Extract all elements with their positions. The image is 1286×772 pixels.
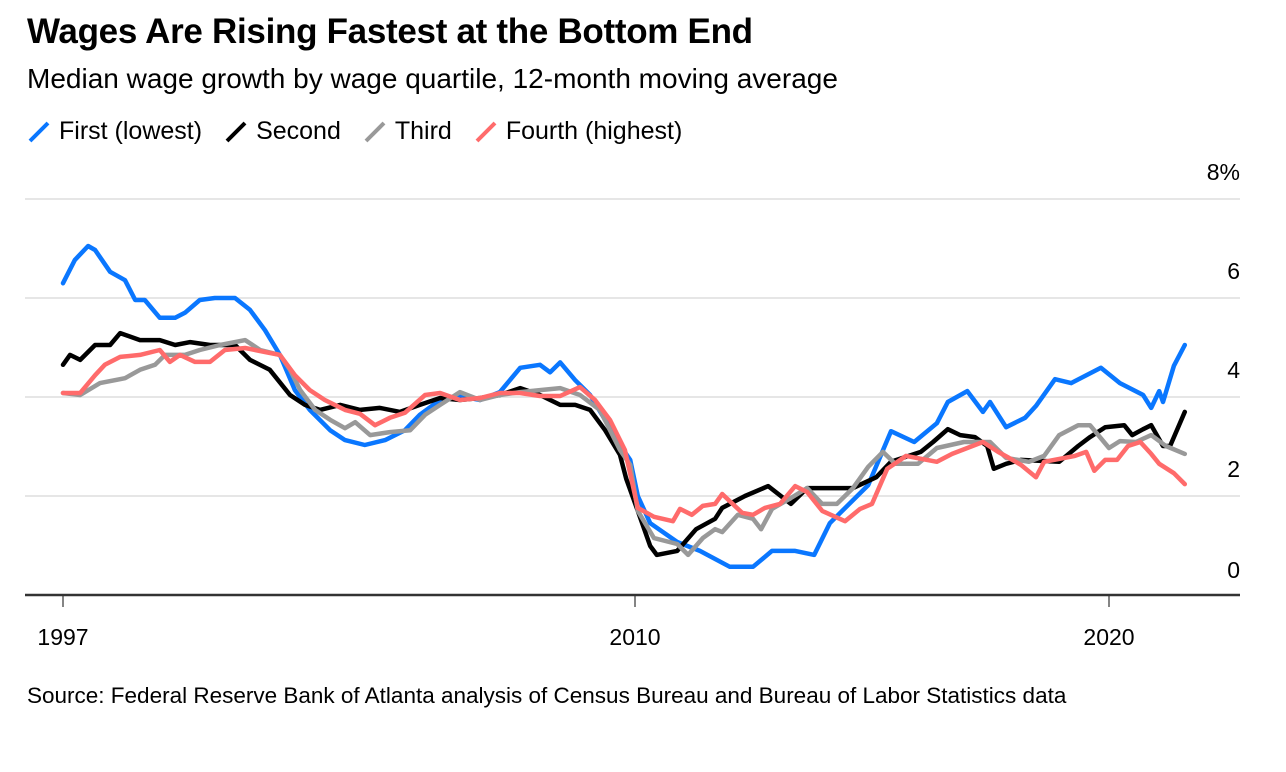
legend-label: Second	[256, 117, 341, 145]
series-line-fourth	[60, 345, 1188, 524]
chart-title: Wages Are Rising Fastest at the Bottom E…	[27, 12, 753, 51]
y-tick-label: 4	[1227, 357, 1240, 383]
legend-swatch-icon	[225, 121, 247, 142]
y-tick-label: 2	[1227, 456, 1240, 482]
legend-swatch-icon	[364, 121, 386, 142]
x-tick-label: 2020	[1083, 624, 1134, 650]
y-tick-label: 6	[1227, 258, 1240, 284]
legend-swatch-icon	[28, 121, 50, 142]
series-line-first	[60, 243, 1188, 570]
x-tick-label: 2010	[609, 624, 660, 650]
legend-swatch-icon	[475, 121, 497, 142]
legend-label: Third	[394, 117, 452, 145]
y-tick-label: 0	[1227, 557, 1240, 583]
y-tick-label: 8%	[1207, 159, 1240, 185]
legend-item-third: Third	[363, 117, 452, 146]
chart-subtitle: Median wage growth by wage quartile, 12-…	[27, 63, 838, 94]
legend-item-first: First (lowest)	[27, 117, 202, 146]
legend-item-fourth: Fourth (highest)	[474, 117, 682, 146]
legend-label: First (lowest)	[59, 117, 203, 145]
x-tick-label: 1997	[37, 624, 88, 650]
legend-label: Fourth (highest)	[505, 117, 683, 145]
legend: First (lowest) Second Third Fourth (high…	[27, 117, 682, 146]
source-note: Source: Federal Reserve Bank of Atlanta …	[27, 683, 1067, 708]
legend-item-second: Second	[224, 117, 341, 146]
